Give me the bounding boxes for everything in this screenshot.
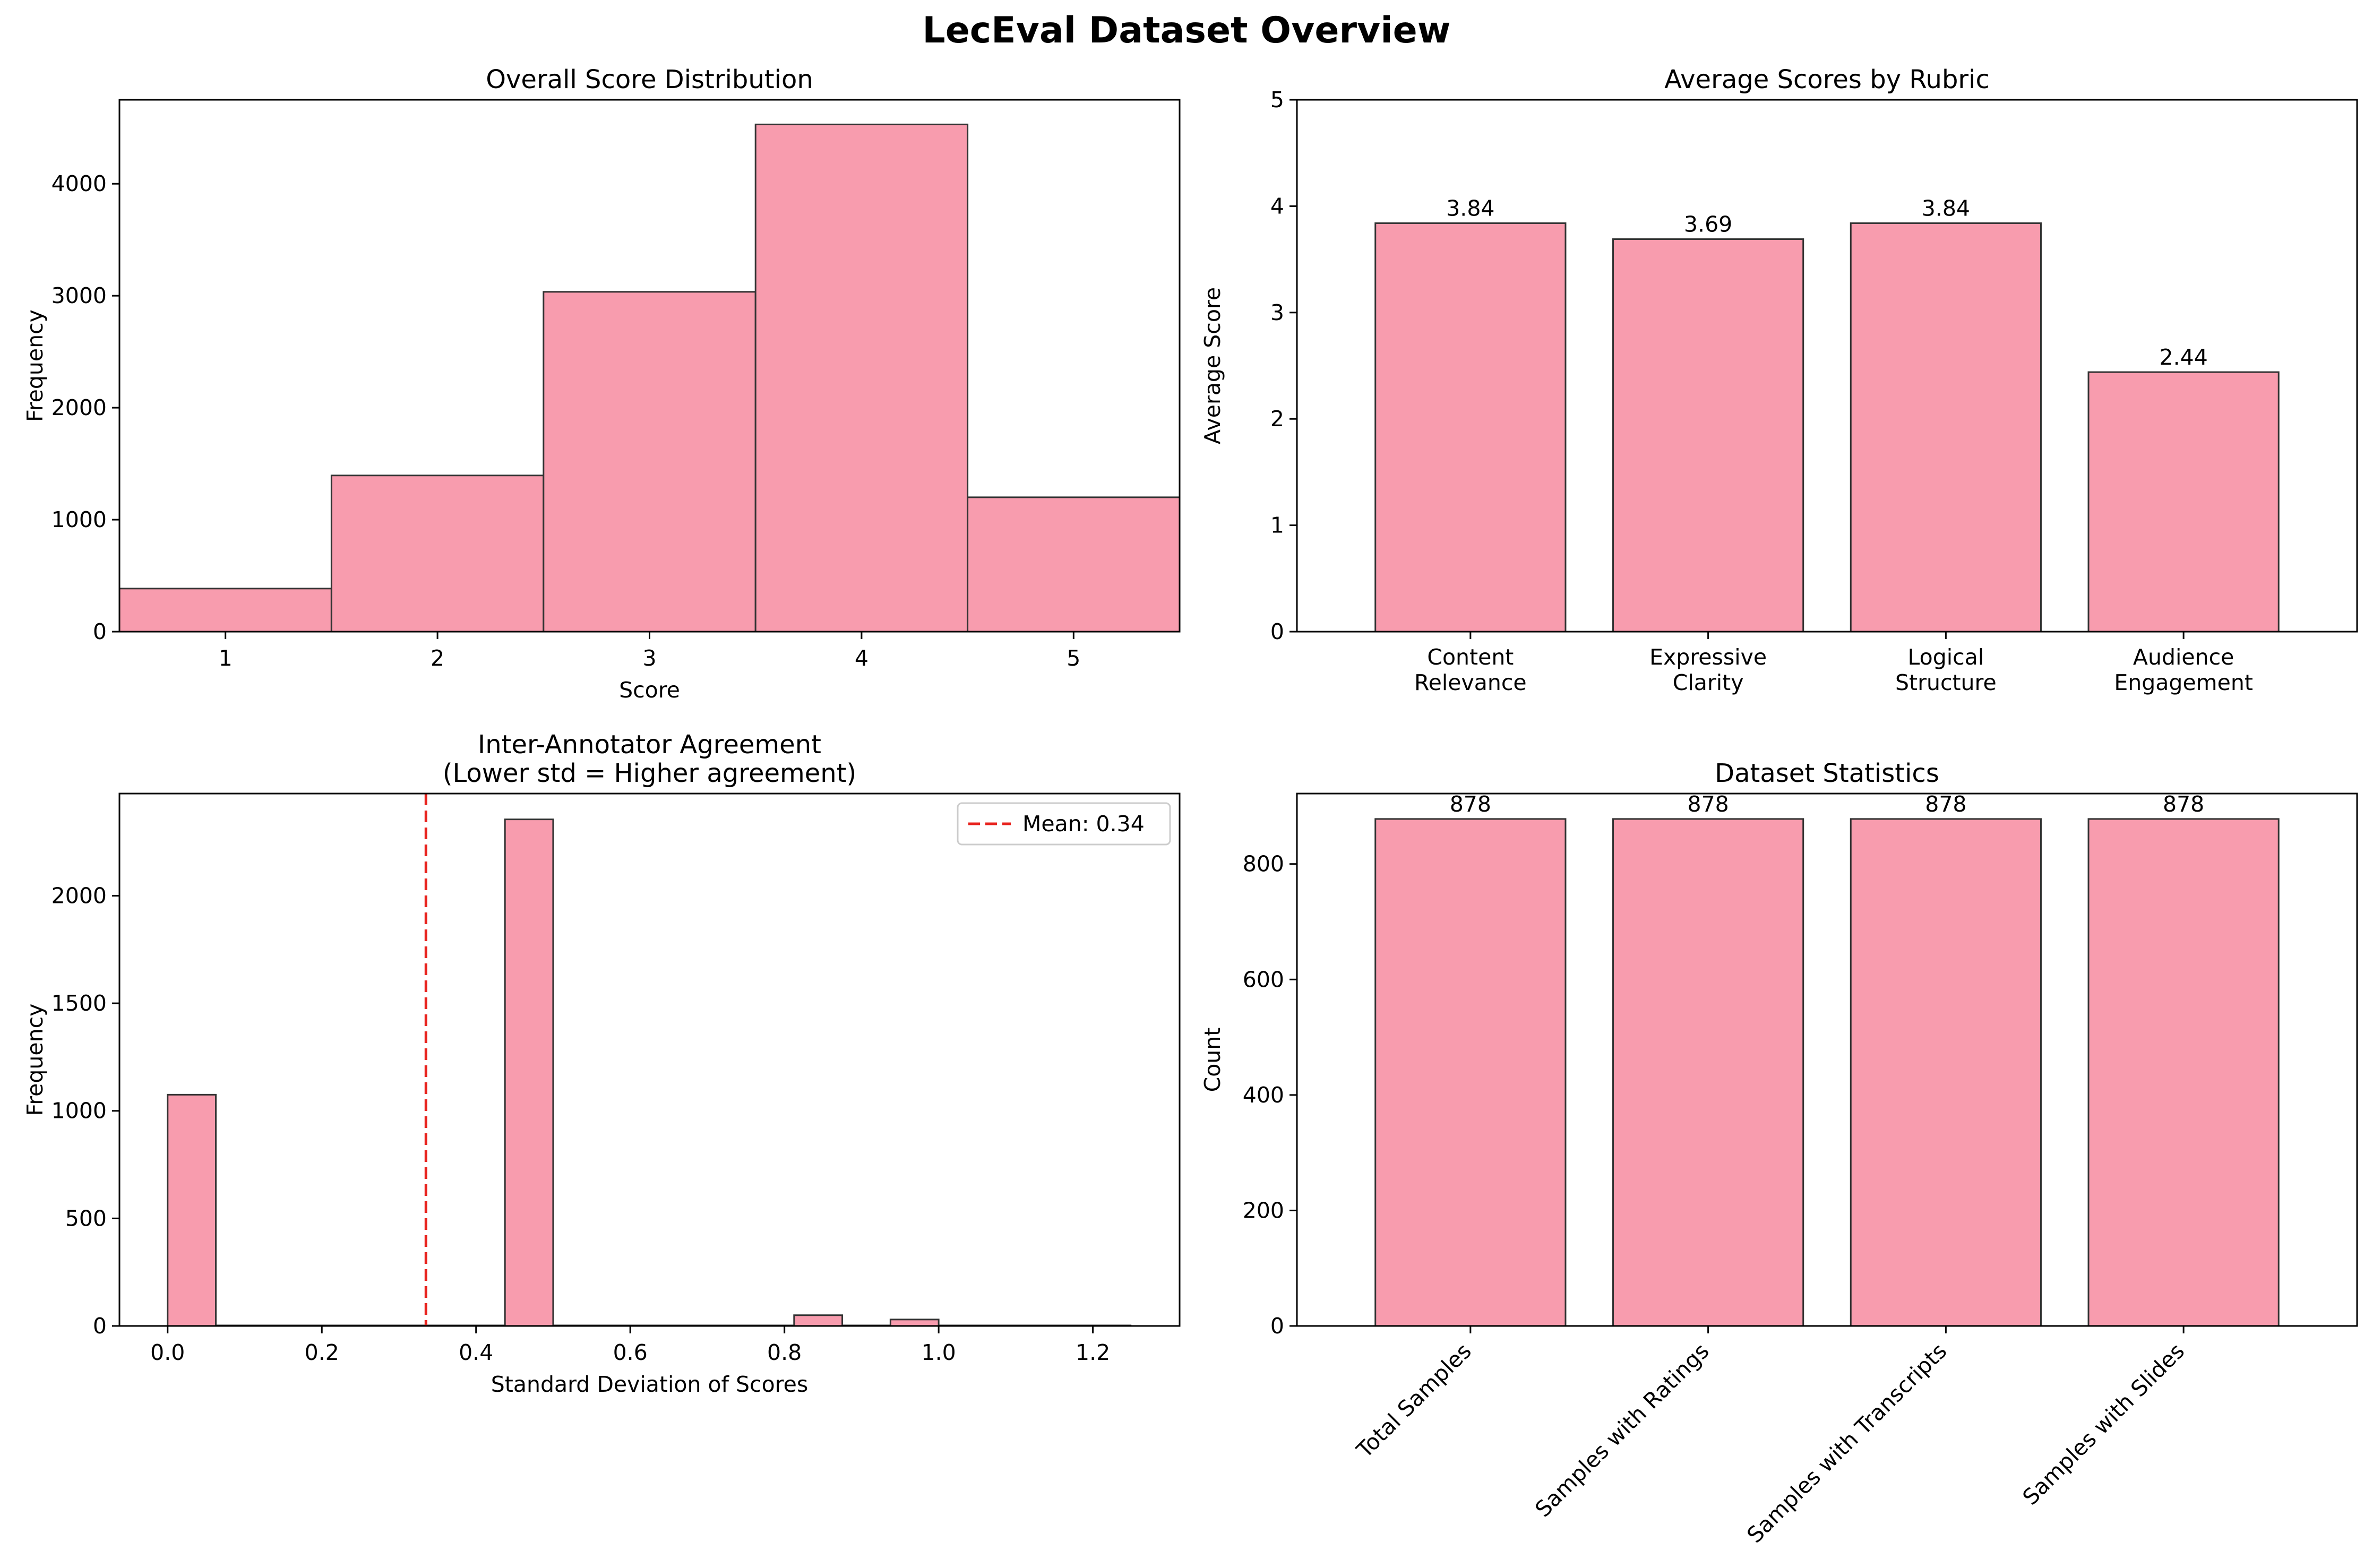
x-tick-label: 0.4 bbox=[459, 1340, 493, 1365]
x-tick-label: 4 bbox=[855, 645, 869, 671]
bar-3 bbox=[1850, 222, 2042, 633]
y-tick-label: 400 bbox=[1243, 1082, 1284, 1108]
x-tick-label: Expressive Clarity bbox=[1649, 644, 1767, 695]
x-tick-label-line: Relevance bbox=[1414, 670, 1527, 695]
x-tick-label-line: Engagement bbox=[2114, 670, 2253, 695]
x-tick-label: 1 bbox=[219, 645, 233, 671]
data-label: 878 bbox=[1687, 791, 1729, 817]
data-label: 3.69 bbox=[1684, 212, 1732, 237]
bar-score-5 bbox=[967, 496, 1181, 633]
bar-4 bbox=[2087, 818, 2280, 1327]
data-label: 878 bbox=[1925, 791, 1966, 817]
axes-frame bbox=[1296, 792, 2358, 1327]
x-tick-label-line: Expressive bbox=[1649, 644, 1767, 670]
y-axis-label: Count bbox=[1200, 1028, 1225, 1092]
histogram-bin-1 bbox=[167, 1093, 217, 1327]
data-label: 878 bbox=[2163, 791, 2204, 817]
x-tick-label-line: Clarity bbox=[1673, 670, 1744, 695]
y-axis-label: Frequency bbox=[22, 309, 48, 422]
bar-score-4 bbox=[754, 123, 969, 633]
chart-panel-2: 3.84 3.69 3.84 2.44 0 1 2 3 4 5 Content Relevance Ex… bbox=[1200, 65, 2358, 695]
x-tick-label: 1.2 bbox=[1076, 1340, 1110, 1365]
y-tick-label: 500 bbox=[65, 1205, 107, 1231]
y-tick-label: 1000 bbox=[51, 1098, 107, 1124]
y-tick-label: 200 bbox=[1243, 1197, 1284, 1223]
chart-title-line: Inter-Annotator Agreement bbox=[478, 730, 821, 760]
x-tick-label: 1.0 bbox=[922, 1340, 956, 1365]
y-tick-label: 0 bbox=[1270, 619, 1284, 644]
x-tick-label-line: Audience bbox=[2133, 644, 2234, 670]
legend-box bbox=[957, 802, 1171, 846]
bar-3 bbox=[1850, 818, 2042, 1327]
chart-title-line: (Lower std = Higher agreement) bbox=[443, 759, 857, 788]
y-tick-label: 4000 bbox=[51, 171, 107, 196]
histogram-bin-2 bbox=[504, 819, 554, 1327]
y-tick-label: 0 bbox=[93, 1313, 107, 1339]
axes-frame bbox=[118, 792, 1181, 1327]
histogram-bin-4 bbox=[889, 1319, 940, 1327]
bar-1 bbox=[1374, 222, 1567, 633]
bar-score-3 bbox=[543, 291, 756, 633]
legend: Mean: 0.34 bbox=[957, 802, 1171, 846]
bar-score-2 bbox=[330, 475, 545, 633]
y-axis-label: Average Score bbox=[1200, 287, 1225, 444]
bar-2 bbox=[1612, 238, 1804, 633]
x-tick-label: 0.8 bbox=[767, 1340, 802, 1365]
data-label: 2.44 bbox=[2159, 344, 2207, 370]
y-tick-label: 600 bbox=[1243, 967, 1284, 992]
bar-score-1 bbox=[118, 588, 332, 633]
figure-title: LecEval Dataset Overview bbox=[922, 10, 1450, 51]
bar-1 bbox=[1374, 818, 1567, 1327]
chart-title: Dataset Statistics bbox=[1715, 759, 1939, 788]
histogram-bin-3 bbox=[793, 1314, 844, 1327]
x-tick-label-line: Logical bbox=[1908, 644, 1984, 670]
x-tick-label-line: Content bbox=[1427, 644, 1514, 670]
x-tick-label: 0.0 bbox=[150, 1340, 185, 1365]
chart-panel-3: Mean: 0.34 0 500 1000 1500 2000 0.0 0.2 0.4 0.6 0.… bbox=[22, 730, 1181, 1397]
y-tick-label: 1000 bbox=[51, 507, 107, 532]
y-tick-label: 4 bbox=[1270, 193, 1284, 219]
y-axis-label: Frequency bbox=[22, 1004, 48, 1116]
chart-panel-1: 0 1000 2000 3000 4000 1 2 3 4 5 Overall Score Dist… bbox=[22, 65, 1181, 703]
y-tick-label: 2 bbox=[1270, 406, 1284, 432]
data-label: 3.84 bbox=[1922, 195, 1970, 221]
x-tick-label: 0.6 bbox=[613, 1340, 648, 1365]
y-tick-label: 1500 bbox=[51, 990, 107, 1016]
x-tick-label: Audience Engagement bbox=[2114, 644, 2253, 695]
axes-frame bbox=[1296, 99, 2358, 633]
y-tick-label: 0 bbox=[1270, 1313, 1284, 1339]
legend-label: Mean: 0.34 bbox=[1022, 811, 1145, 837]
x-tick-label: 3 bbox=[642, 645, 656, 671]
x-axis-label: Score bbox=[619, 677, 680, 703]
y-tick-label: 3000 bbox=[51, 283, 107, 308]
y-tick-label: 0 bbox=[93, 619, 107, 644]
y-tick-label: 3 bbox=[1270, 300, 1284, 325]
bar-2 bbox=[1612, 818, 1804, 1327]
x-tick-label: Logical Structure bbox=[1895, 644, 1997, 695]
y-tick-label: 2000 bbox=[51, 395, 107, 420]
chart-title: Inter-Annotator Agreement (Lower std = Hi… bbox=[443, 730, 857, 788]
bar-4 bbox=[2087, 371, 2280, 633]
x-tick-label-line: Structure bbox=[1895, 670, 1997, 695]
data-label: 3.84 bbox=[1446, 195, 1494, 221]
chart-title: Overall Score Distribution bbox=[486, 65, 813, 94]
x-tick-label: 2 bbox=[431, 645, 444, 671]
x-axis-label: Standard Deviation of Scores bbox=[491, 1372, 808, 1397]
y-tick-label: 800 bbox=[1243, 851, 1284, 877]
x-tick-label: 5 bbox=[1067, 645, 1080, 671]
y-tick-label: 5 bbox=[1270, 87, 1284, 113]
x-tick-label: 0.2 bbox=[305, 1340, 339, 1365]
y-tick-label: 2000 bbox=[51, 883, 107, 908]
x-tick-label: Content Relevance bbox=[1414, 644, 1527, 695]
data-label: 878 bbox=[1450, 791, 1491, 817]
y-tick-label: 1 bbox=[1270, 513, 1284, 538]
chart-title: Average Scores by Rubric bbox=[1664, 65, 1990, 94]
